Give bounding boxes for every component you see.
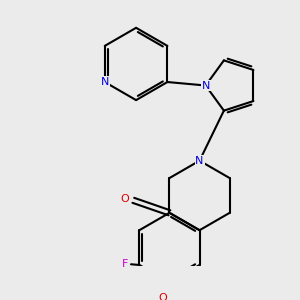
Text: F: F [122,259,129,269]
Text: N: N [195,156,204,166]
Text: O: O [120,194,129,204]
Text: O: O [158,292,167,300]
Text: N: N [100,77,109,87]
Text: N: N [202,80,210,91]
